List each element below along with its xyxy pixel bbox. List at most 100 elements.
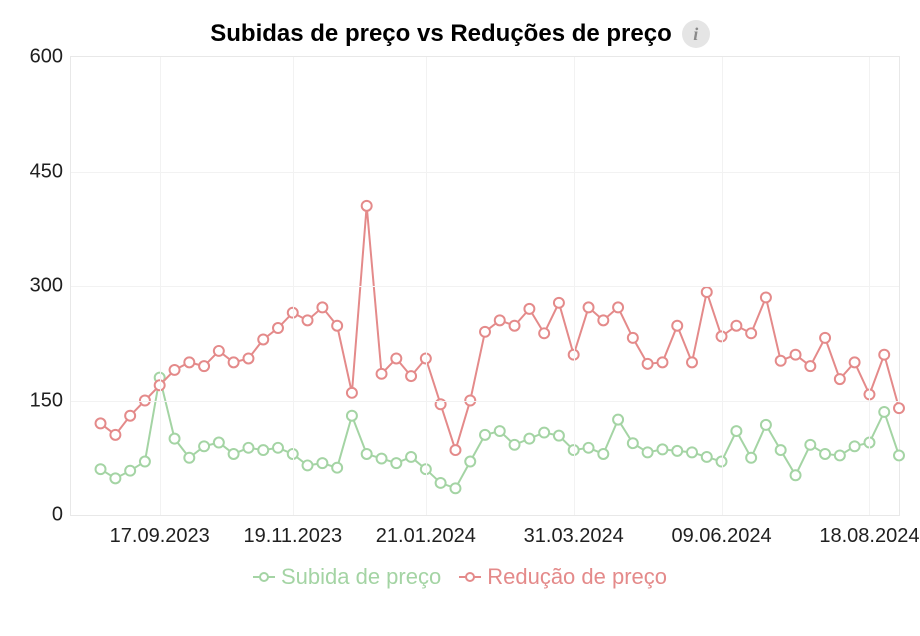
series-marker[interactable] [672,321,682,331]
series-marker[interactable] [450,483,460,493]
series-marker[interactable] [702,287,712,297]
series-marker[interactable] [731,321,741,331]
series-marker[interactable] [835,374,845,384]
series-marker[interactable] [273,443,283,453]
series-marker[interactable] [791,470,801,480]
series-marker[interactable] [510,321,520,331]
series-marker[interactable] [362,201,372,211]
series-marker[interactable] [243,443,253,453]
series-marker[interactable] [273,323,283,333]
series-marker[interactable] [894,450,904,460]
series-marker[interactable] [495,315,505,325]
series-marker[interactable] [436,478,446,488]
series-marker[interactable] [125,466,135,476]
series-marker[interactable] [465,457,475,467]
series-marker[interactable] [776,356,786,366]
series-marker[interactable] [317,458,327,468]
series-marker[interactable] [199,441,209,451]
series-marker[interactable] [524,434,534,444]
series-marker[interactable] [820,333,830,343]
series-marker[interactable] [391,458,401,468]
series-marker[interactable] [613,415,623,425]
series-marker[interactable] [377,454,387,464]
series-marker[interactable] [110,430,120,440]
series-marker[interactable] [258,445,268,455]
series-marker[interactable] [184,453,194,463]
series-marker[interactable] [657,357,667,367]
series-marker[interactable] [761,292,771,302]
series-marker[interactable] [687,357,697,367]
series-marker[interactable] [879,407,889,417]
series-marker[interactable] [303,460,313,470]
series-marker[interactable] [628,333,638,343]
series-marker[interactable] [391,354,401,364]
series-marker[interactable] [229,357,239,367]
series-marker[interactable] [303,315,313,325]
series-marker[interactable] [332,463,342,473]
series-marker[interactable] [539,428,549,438]
series-marker[interactable] [687,447,697,457]
series-marker[interactable] [110,473,120,483]
series-marker[interactable] [214,346,224,356]
series-marker[interactable] [584,302,594,312]
series-marker[interactable] [96,418,106,428]
legend-item[interactable]: Subida de preço [253,564,441,590]
series-marker[interactable] [554,431,564,441]
series-marker[interactable] [199,361,209,371]
series-marker[interactable] [406,452,416,462]
series-marker[interactable] [628,438,638,448]
series-marker[interactable] [554,298,564,308]
series-marker[interactable] [746,328,756,338]
series-marker[interactable] [731,426,741,436]
series-marker[interactable] [776,445,786,455]
series-marker[interactable] [184,357,194,367]
series-marker[interactable] [598,449,608,459]
series-marker[interactable] [140,457,150,467]
series-marker[interactable] [214,438,224,448]
series-marker[interactable] [243,354,253,364]
series-marker[interactable] [761,420,771,430]
series-marker[interactable] [805,361,815,371]
series-marker[interactable] [480,327,490,337]
series-marker[interactable] [835,450,845,460]
series-marker[interactable] [539,328,549,338]
series-marker[interactable] [229,449,239,459]
series-marker[interactable] [672,446,682,456]
series-marker[interactable] [613,302,623,312]
series-marker[interactable] [850,441,860,451]
series-marker[interactable] [495,426,505,436]
series-marker[interactable] [643,447,653,457]
series-marker[interactable] [125,411,135,421]
series-marker[interactable] [450,445,460,455]
series-marker[interactable] [820,449,830,459]
series-marker[interactable] [480,430,490,440]
series-marker[interactable] [362,449,372,459]
series-marker[interactable] [805,440,815,450]
series-marker[interactable] [170,365,180,375]
series-marker[interactable] [347,411,357,421]
series-marker[interactable] [702,452,712,462]
series-marker[interactable] [96,464,106,474]
series-marker[interactable] [258,334,268,344]
series-marker[interactable] [584,443,594,453]
x-tick-label: 21.01.2024 [376,515,476,548]
series-marker[interactable] [598,315,608,325]
series-marker[interactable] [317,302,327,312]
legend-item[interactable]: Redução de preço [459,564,667,590]
series-marker[interactable] [524,304,534,314]
series-marker[interactable] [791,350,801,360]
series-marker[interactable] [894,403,904,413]
series-marker[interactable] [377,369,387,379]
series-marker[interactable] [643,359,653,369]
series-marker[interactable] [850,357,860,367]
series-marker[interactable] [510,440,520,450]
info-icon[interactable]: i [682,20,710,48]
series-marker[interactable] [332,321,342,331]
series-marker[interactable] [746,453,756,463]
series-marker[interactable] [347,388,357,398]
series-marker[interactable] [170,434,180,444]
series-marker[interactable] [657,444,667,454]
y-tick-label: 0 [52,504,71,527]
series-marker[interactable] [406,371,416,381]
series-marker[interactable] [879,350,889,360]
